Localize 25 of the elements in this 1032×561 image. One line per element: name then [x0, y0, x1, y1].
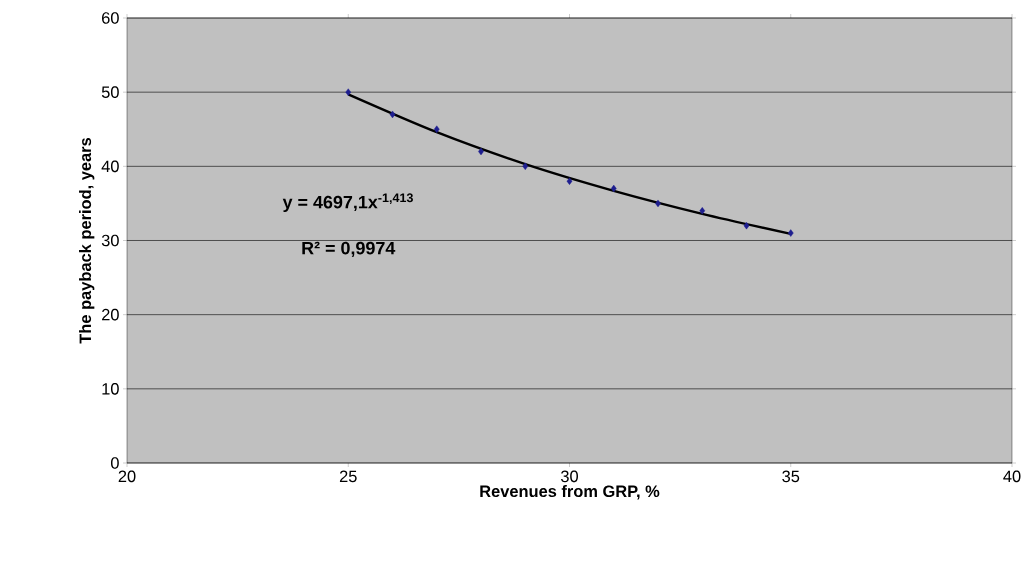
point	[433, 125, 440, 133]
x-axis-title: Revenues from GRP, %	[480, 485, 660, 500]
annotation: y = 4697,1x$^{-1,413}$	[282, 193, 413, 213]
y-tick-label: 50	[101, 86, 119, 98]
x-tick-label: 25	[339, 470, 357, 483]
annotation: R² = 0,9974	[302, 241, 396, 258]
x-tick-label: 35	[782, 470, 800, 483]
x-tick-label: 20	[118, 470, 136, 483]
y-tick-label: 40	[101, 160, 119, 173]
y-axis-title: The payback period, years	[79, 137, 95, 344]
y-tick-label: 10	[102, 383, 119, 395]
point	[566, 177, 573, 185]
y-tick-label: 60	[102, 12, 119, 24]
y-tick-label: 20	[102, 308, 119, 321]
x-tick-label: 30	[560, 470, 578, 483]
point	[787, 229, 794, 237]
y-tick-label: 0	[110, 457, 119, 469]
point	[610, 184, 617, 193]
point	[345, 88, 352, 96]
point	[743, 221, 750, 230]
y-tick-label: 30	[101, 234, 119, 247]
point	[699, 207, 706, 215]
point	[522, 162, 529, 171]
point	[389, 110, 396, 119]
x-tick-label: 40	[1003, 470, 1021, 483]
